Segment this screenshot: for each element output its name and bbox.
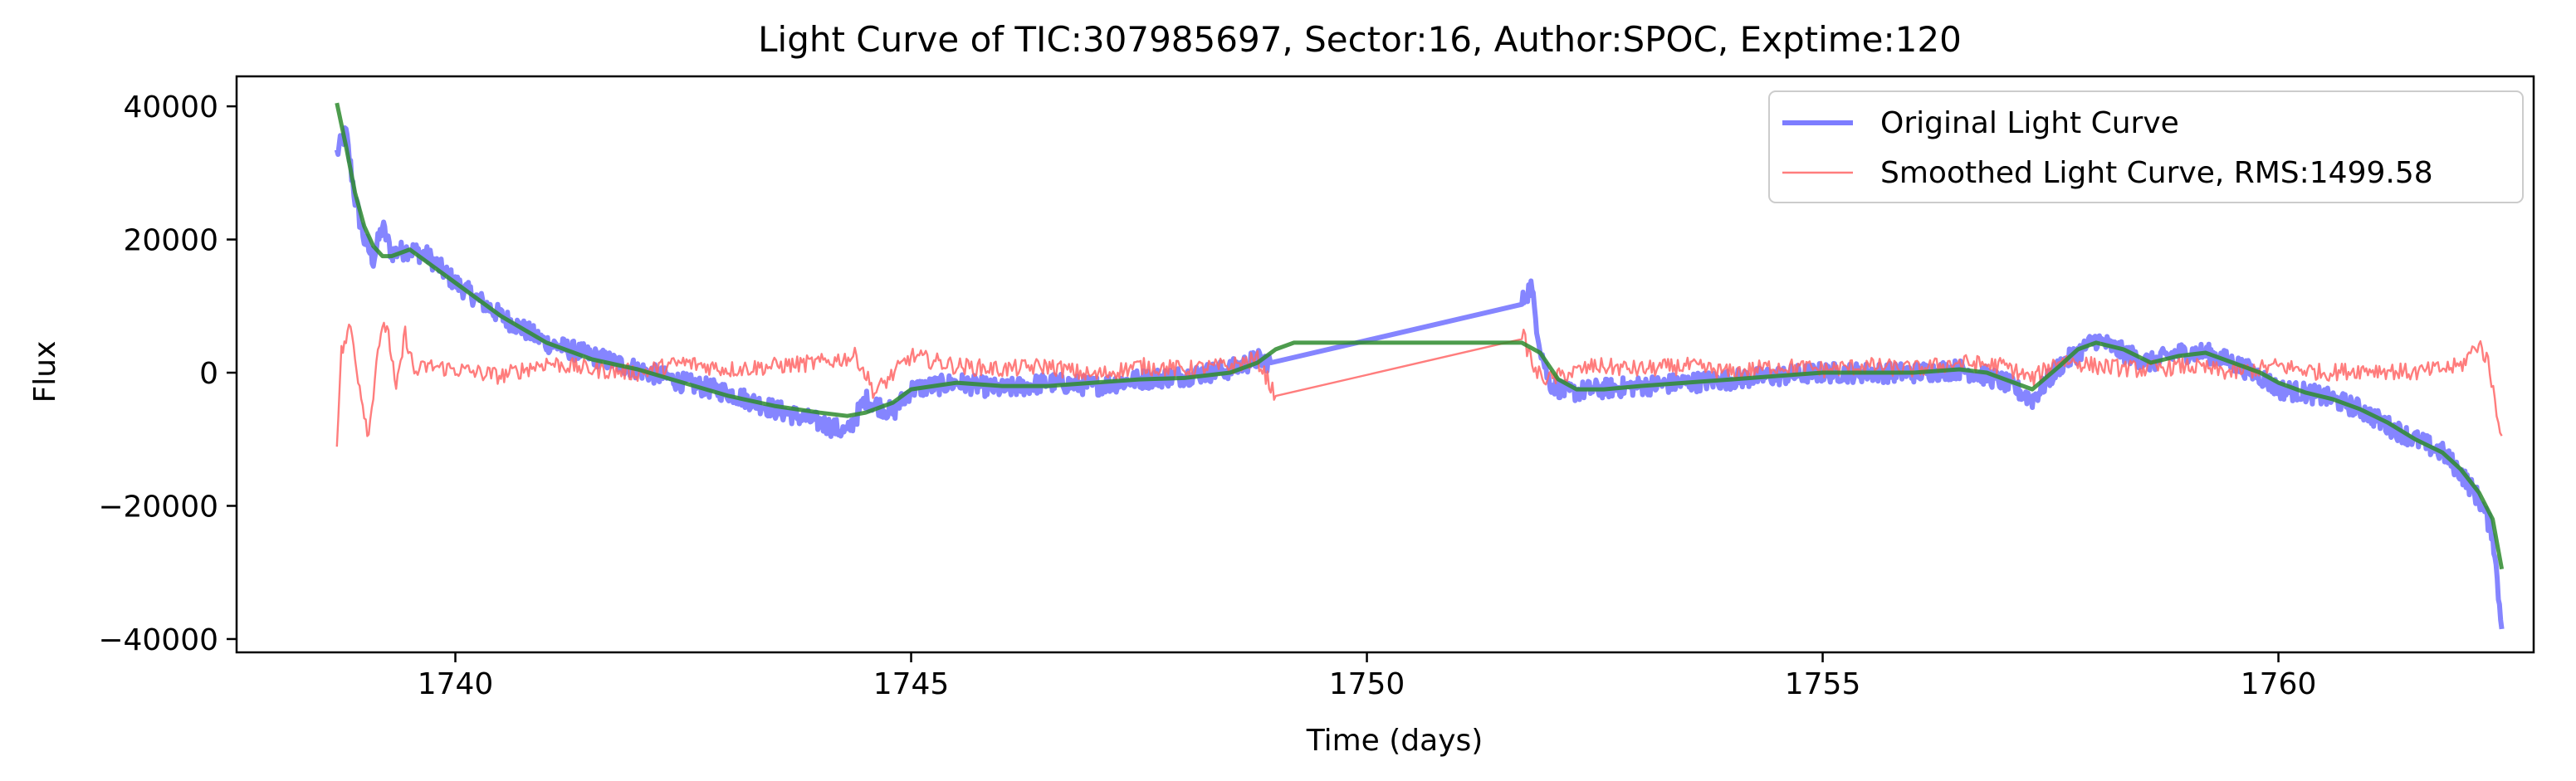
axes-group: 1740 1745 1750 1755 1760 −40000 −20000 0 20000 40… (98, 75, 2535, 701)
x-tick-label: 1755 (1785, 667, 1861, 701)
x-tick-label: 1750 (1329, 667, 1405, 701)
y-tick-label: 40000 (123, 90, 218, 124)
x-tick-label: 1745 (873, 667, 950, 701)
legend-box (1768, 90, 2524, 203)
y-tick-label: −20000 (98, 490, 218, 524)
x-tick-label: 1740 (418, 667, 494, 701)
series-line-2 (335, 321, 2503, 447)
legend: Original Light Curve Smoothed Light Curve… (1768, 90, 2524, 203)
x-axis-label: Time (days) (1306, 724, 1484, 758)
y-axis-label: Flux (28, 341, 62, 403)
legend-label: Smoothed Light Curve, RMS:1499.58 (1880, 156, 2433, 190)
plot-frame (235, 75, 2535, 654)
plot-series-group (334, 102, 2505, 630)
y-tick-label: 20000 (123, 224, 218, 258)
chart-title: Light Curve of TIC:307985697, Sector:16,… (758, 19, 1962, 60)
y-tick-label: −40000 (98, 623, 218, 657)
x-tick-label: 1760 (2241, 667, 2317, 701)
legend-label: Original Light Curve (1880, 106, 2179, 140)
y-tick-label: 0 (199, 357, 218, 391)
series-line-3 (335, 102, 2505, 570)
